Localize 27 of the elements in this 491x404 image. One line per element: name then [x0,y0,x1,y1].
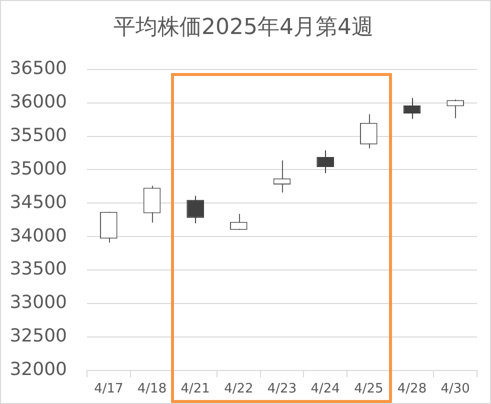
x-tick-label: 4/28 [397,382,427,397]
y-tick-label: 33500 [10,258,67,280]
x-tick-label: 4/22 [224,382,254,397]
y-tick-label: 32500 [10,326,67,347]
x-tick-label: 4/30 [440,382,470,397]
y-tick-label: 35000 [10,158,67,180]
x-tick-label: 4/18 [137,382,167,397]
y-tick-label: 36000 [10,92,67,113]
candlestick [446,99,464,119]
candlestick [360,114,378,149]
y-tick-label: 32000 [10,359,67,380]
candlestick [316,150,334,174]
x-tick-label: 4/25 [354,382,384,397]
y-tick-label: 34500 [10,192,67,213]
chart-title: 平均株価2025年4月第4週 [114,14,374,40]
candlestick [403,98,421,120]
y-tick-label: 33000 [10,292,67,314]
candlestick [143,185,161,224]
y-tick-label: 34000 [10,225,67,246]
x-tick-label: 4/23 [267,382,297,397]
x-tick-label: 4/21 [180,382,210,397]
x-tick-label: 4/17 [94,382,124,397]
x-tick-label: 4/24 [310,382,340,397]
candlestick [273,160,291,193]
candlestick [230,213,248,230]
y-tick-label: 36500 [10,58,67,80]
y-tick-label: 35500 [10,124,67,146]
